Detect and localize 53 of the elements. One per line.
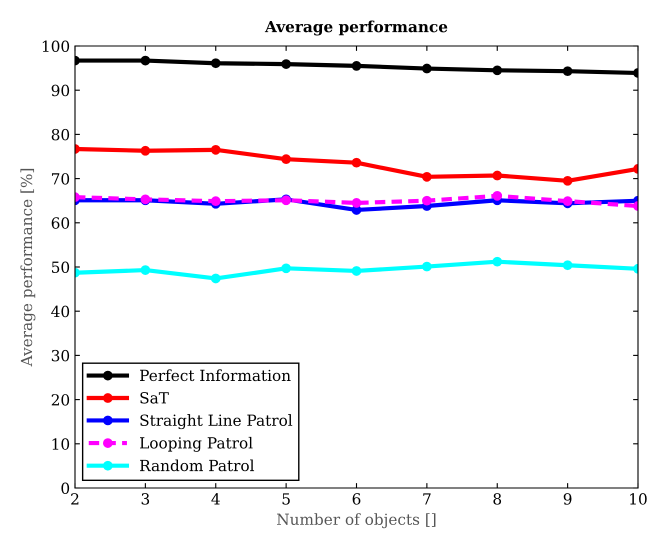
point — [422, 172, 432, 182]
y-tick-label: 70 — [52, 173, 70, 185]
legend-label: Random Patrol — [140, 459, 254, 472]
point — [492, 190, 502, 201]
legend-label: Looping Patrol — [140, 436, 253, 452]
y-tick-label: 0 — [61, 482, 70, 494]
point — [352, 158, 362, 168]
point — [422, 64, 432, 74]
point — [140, 56, 150, 66]
legend-label: SaT — [140, 392, 169, 404]
x-tick-label: 8 — [493, 493, 502, 505]
point — [140, 146, 150, 156]
y-tick-label: 40 — [51, 306, 70, 318]
x-axis-title: Number of objects [] — [277, 513, 436, 528]
point — [140, 265, 150, 275]
point — [210, 58, 221, 68]
point — [562, 66, 572, 76]
y-tick-label: 90 — [52, 84, 70, 96]
x-tick-label: 2 — [71, 493, 78, 504]
y-tick-label: 20 — [52, 394, 70, 406]
y-tick-label: 60 — [52, 217, 70, 229]
point — [210, 274, 221, 284]
point — [562, 176, 572, 186]
point — [492, 170, 502, 180]
point — [352, 61, 362, 71]
point — [281, 154, 291, 164]
point — [352, 266, 362, 276]
point — [210, 145, 221, 155]
x-tick-label: 9 — [564, 493, 572, 505]
point — [352, 198, 362, 208]
point — [492, 65, 502, 76]
legend-label: Straight Line Patrol — [140, 414, 292, 430]
point — [281, 59, 291, 69]
y-axis-title: Average performance [%] — [20, 168, 36, 366]
x-tick-label: 4 — [211, 493, 220, 504]
chart-title: Average performance — [264, 20, 448, 36]
y-tick-label: 30 — [52, 350, 70, 362]
x-tick-label: 7 — [423, 493, 431, 504]
point — [210, 196, 221, 206]
y-tick-label: 10 — [52, 438, 70, 450]
point — [281, 263, 291, 274]
point — [422, 262, 432, 272]
y-tick-label: 100 — [42, 40, 70, 52]
point — [562, 260, 572, 270]
legend-label: Perfect Information — [140, 369, 291, 382]
x-tick-label: 3 — [142, 493, 150, 505]
y-tick-label: 50 — [52, 261, 70, 274]
x-tick-label: 6 — [352, 493, 360, 505]
x-tick-label: 10 — [630, 493, 647, 505]
x-tick-label: 5 — [282, 493, 290, 505]
point — [492, 256, 502, 267]
y-tick-label: 80 — [52, 128, 70, 140]
point — [422, 196, 432, 206]
